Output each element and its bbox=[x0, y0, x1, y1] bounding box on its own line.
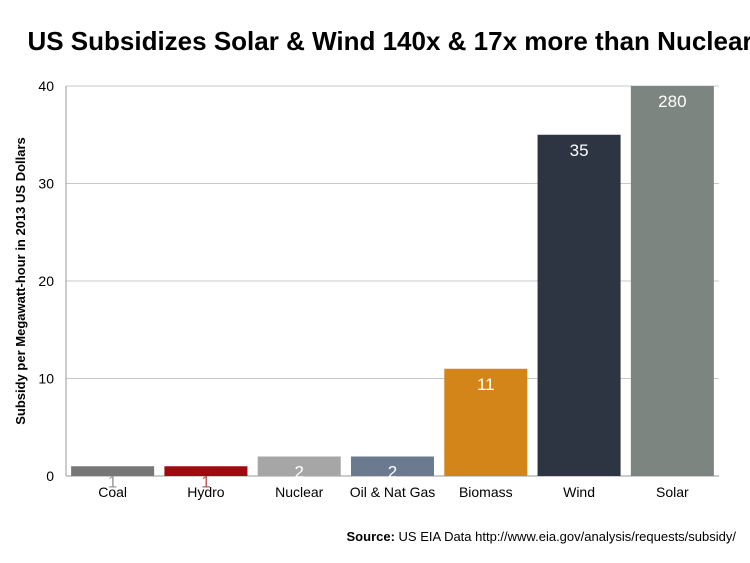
x-tick-label: Coal bbox=[98, 484, 127, 500]
bar-data-label: 1 bbox=[108, 472, 117, 491]
bar-nuclear bbox=[257, 456, 341, 476]
x-tick-label: Solar bbox=[656, 484, 689, 500]
bars bbox=[71, 86, 714, 476]
bar-data-label: 35 bbox=[570, 141, 589, 160]
bar-oil-nat-gas bbox=[350, 456, 435, 476]
bar-data-label: 2 bbox=[388, 463, 397, 482]
gridlines bbox=[66, 85, 719, 379]
x-tick-label: Hydro bbox=[187, 484, 225, 500]
bar-wind bbox=[537, 134, 621, 476]
x-tick-label: Biomass bbox=[459, 484, 513, 500]
chart-title: US Subsidizes Solar & Wind 140x & 17x mo… bbox=[27, 26, 750, 56]
bar-hydro bbox=[164, 466, 248, 476]
source-note: Source: US EIA Data http://www.eia.gov/a… bbox=[347, 529, 736, 544]
x-tick-labels: Coal Hydro Nuclear Oil & Nat Gas Biomass Wind… bbox=[98, 484, 689, 500]
bar-solar bbox=[630, 86, 714, 476]
x-tick-label: Nuclear bbox=[275, 484, 324, 500]
x-tick-label: Wind bbox=[563, 484, 595, 500]
y-tick-label: 0 bbox=[46, 468, 54, 484]
bar-data-label: 280 bbox=[658, 92, 686, 111]
bar-coal bbox=[71, 466, 155, 476]
y-tick-label: 10 bbox=[38, 371, 54, 387]
source-label: Source: bbox=[346, 529, 395, 544]
bar-data-label: 11 bbox=[477, 375, 495, 394]
y-axis-label: Subsidy per Megawatt-hour in 2013 US Dol… bbox=[13, 137, 28, 425]
bar-data-label: 2 bbox=[294, 463, 303, 482]
bar-data-label: 1 bbox=[201, 472, 210, 491]
bar-biomass bbox=[444, 368, 528, 476]
source-text: US EIA Data http://www.eia.gov/analysis/… bbox=[398, 529, 736, 544]
y-tick-label: 30 bbox=[38, 176, 54, 192]
y-tick-label: 40 bbox=[38, 78, 54, 94]
y-tick-labels: 0 10 20 30 40 bbox=[38, 78, 54, 484]
x-tick-label: Oil & Nat Gas bbox=[350, 484, 436, 500]
y-tick-label: 20 bbox=[38, 273, 54, 289]
